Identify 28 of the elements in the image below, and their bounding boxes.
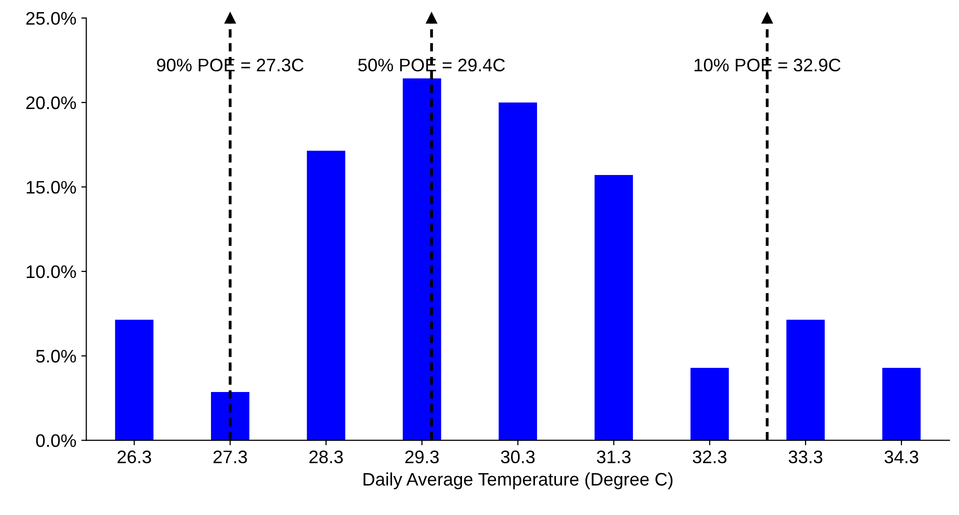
x-tick-label: 29.3 xyxy=(405,450,439,464)
ref-line-label: 90% POE = 27.3C xyxy=(156,58,304,72)
y-tick-label: 5.0% xyxy=(36,350,76,363)
y-tick-label: 25.0% xyxy=(26,12,76,25)
bar xyxy=(402,78,442,440)
ref-line-label: 10% POE = 32.9C xyxy=(694,58,841,72)
y-tick-label: 10.0% xyxy=(26,265,76,278)
x-tick-label: 30.3 xyxy=(500,450,535,464)
bar xyxy=(690,368,729,440)
y-tick-label: 20.0% xyxy=(26,96,76,110)
bar xyxy=(786,320,825,440)
bar xyxy=(498,102,538,440)
bar xyxy=(306,150,346,440)
x-tick-label: 28.3 xyxy=(309,450,343,464)
x-tick-label: 31.3 xyxy=(596,450,631,464)
x-tick-label: 26.3 xyxy=(118,450,152,464)
bar xyxy=(594,174,633,440)
x-tick-label: 34.3 xyxy=(884,450,918,464)
bar xyxy=(115,320,154,440)
y-tick-label: 15.0% xyxy=(26,180,76,194)
ref-line-label: 50% POE = 29.4C xyxy=(358,58,505,72)
x-tick-label: 27.3 xyxy=(214,450,247,464)
x-axis-title: Daily Average Temperature (Degree C) xyxy=(364,472,672,490)
x-tick-label: 33.3 xyxy=(788,450,822,464)
bar xyxy=(210,392,250,440)
y-tick-label: 0.0% xyxy=(36,434,76,448)
x-tick-label: 32.3 xyxy=(692,450,726,464)
bar xyxy=(882,368,921,440)
